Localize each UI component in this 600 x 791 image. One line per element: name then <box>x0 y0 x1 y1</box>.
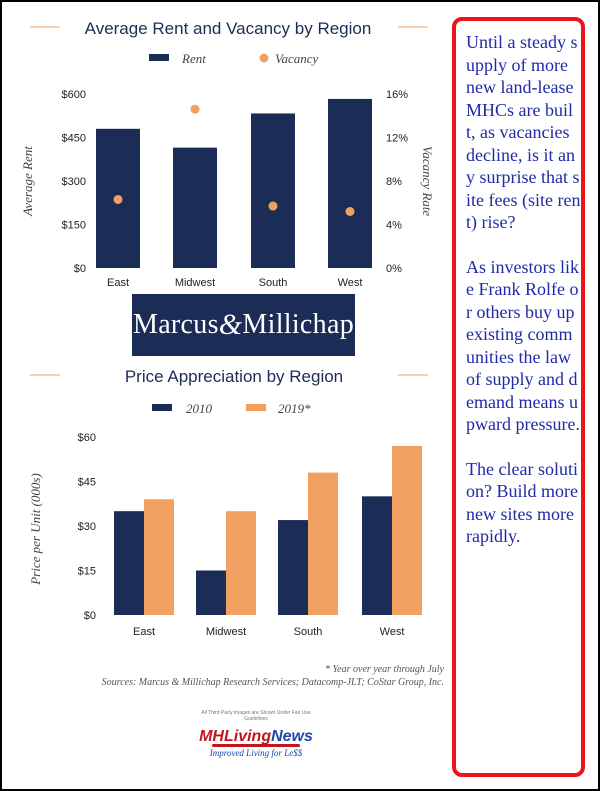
x-tick-label: West <box>338 277 363 289</box>
chart2-y-axis-label: Price per Unit (000s) <box>28 473 43 586</box>
vacancy-point-south <box>268 201 278 211</box>
bar-2019-south <box>308 472 338 615</box>
rent-bar-midwest <box>173 147 217 268</box>
callout-paragraph-3: The clear solution? Build more new sites… <box>466 458 578 547</box>
mhln-tagline: Improved Living for Le$$ <box>209 748 303 758</box>
bar-2019-midwest <box>226 511 256 615</box>
x-tick-label: South <box>294 626 323 638</box>
mhln-brand: MHLivingNews <box>192 728 320 746</box>
y2-tick-label: 16% <box>386 89 408 101</box>
y-tick-label: $450 <box>62 133 86 145</box>
legend-rent-swatch <box>149 54 169 61</box>
vacancy-point-east <box>113 194 123 204</box>
chart-notes: * Year over year through July Sources: M… <box>22 663 444 689</box>
y-tick-label: $150 <box>62 220 86 232</box>
bar-2010-west <box>362 496 392 615</box>
x-tick-label: South <box>259 277 288 289</box>
fair-use-disclaimer: All Third Party images are Shown Under F… <box>201 710 311 722</box>
bar-2010-midwest <box>196 570 226 615</box>
mhln-swoosh <box>212 744 300 747</box>
chart2-title: Price Appreciation by Region <box>125 367 343 386</box>
mhln-brand-b: News <box>271 728 313 745</box>
x-tick-label: East <box>133 626 155 638</box>
y-tick-label: $0 <box>84 610 96 622</box>
legend-vacancy-label: Vacancy <box>275 51 319 66</box>
x-tick-label: West <box>380 626 405 638</box>
sources-note: Sources: Marcus & Millichap Research Ser… <box>101 677 444 688</box>
y2-tick-label: 0% <box>386 263 402 275</box>
vacancy-point-west <box>345 206 355 216</box>
y-tick-label: $30 <box>78 521 96 533</box>
legend-2019-swatch <box>246 404 266 411</box>
commentary-callout: Until a steady supply of more new land-l… <box>452 17 585 777</box>
logo-word-millichap: Millichap <box>242 309 354 340</box>
mhlivingnews-logo: All Third Party images are Shown Under F… <box>192 710 320 768</box>
logo-word-marcus: Marcus <box>133 309 219 340</box>
callout-paragraph-1: Until a steady supply of more new land-l… <box>466 32 581 232</box>
rent-bar-south <box>251 113 295 269</box>
x-tick-label: Midwest <box>175 277 215 289</box>
legend-2010-label: 2010 <box>186 401 213 416</box>
legend-vacancy-swatch <box>259 53 269 63</box>
mhln-brand-a: MHLiving <box>199 728 272 745</box>
y-tick-label: $60 <box>78 432 96 444</box>
y2-tick-label: 12% <box>386 133 408 145</box>
x-tick-label: East <box>107 277 129 289</box>
callout-paragraph-2: As investors like Frank Rolfe or others … <box>466 256 580 435</box>
vacancy-point-midwest <box>190 104 200 114</box>
chart1-title: Average Rent and Vacancy by Region <box>85 19 372 38</box>
rent-bar-west <box>328 98 372 269</box>
footnote: * Year over year through July <box>325 664 444 675</box>
y-tick-label: $0 <box>74 263 86 275</box>
rent-vacancy-chart: Average Rent and Vacancy by Region Rent … <box>20 19 435 289</box>
legend-2010-swatch <box>152 404 172 411</box>
y-tick-label: $300 <box>62 176 86 188</box>
logo-ampersand: & <box>218 308 243 341</box>
y-tick-label: $600 <box>62 89 86 101</box>
bar-2019-west <box>392 445 422 615</box>
bar-2010-south <box>278 520 308 615</box>
price-appreciation-chart: Price Appreciation by Region 2010 2019* … <box>28 367 428 638</box>
y-tick-label: $15 <box>78 566 96 578</box>
y-tick-label: $45 <box>78 477 96 489</box>
bar-2010-east <box>114 511 144 615</box>
y2-tick-label: 8% <box>386 176 402 188</box>
legend-rent-label: Rent <box>181 51 206 66</box>
y2-tick-label: 4% <box>386 220 402 232</box>
marcus-millichap-logo: Marcus & Millichap <box>132 294 355 356</box>
x-tick-label: Midwest <box>206 626 246 638</box>
legend-2019-label: 2019* <box>278 401 311 416</box>
chart1-y2-axis-label: Vacancy Rate <box>420 146 435 217</box>
bar-2019-east <box>144 499 174 615</box>
chart1-y-axis-label: Average Rent <box>20 146 35 217</box>
